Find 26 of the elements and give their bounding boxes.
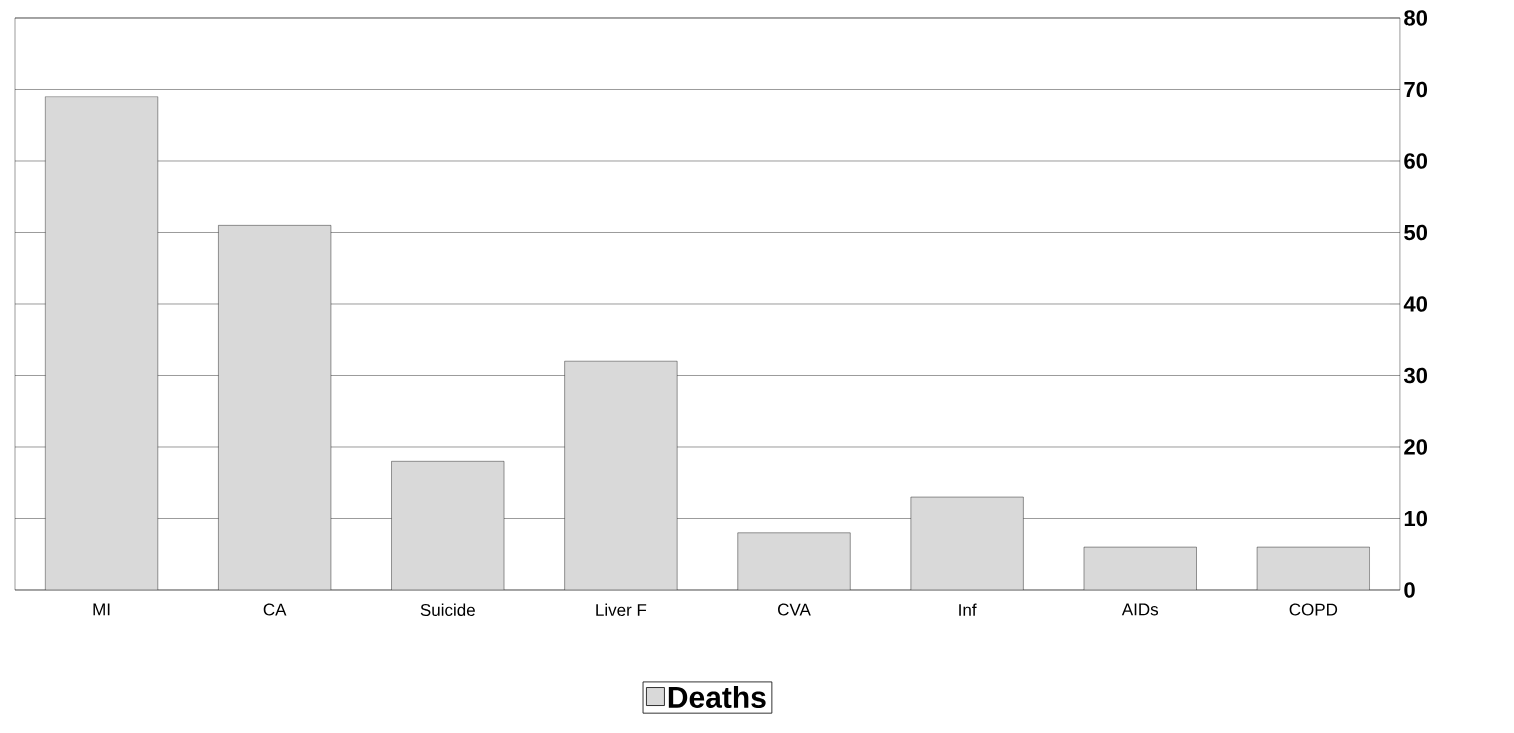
x-tick-label: CA (263, 603, 287, 616)
y-tick-label: 40 (1403, 296, 1428, 312)
bar (564, 361, 678, 590)
x-tick-label: Inf (959, 603, 977, 616)
x-tick-label: AIDs (1121, 603, 1159, 616)
bar (218, 225, 332, 590)
y-tick-label: 0 (1404, 582, 1415, 598)
y-tick-label: 80 (1404, 10, 1428, 26)
x-tick-label: Liver F (596, 603, 647, 617)
bar (910, 496, 1024, 590)
bar (45, 96, 159, 590)
bar (1083, 546, 1197, 590)
x-tick-label: MI (93, 603, 110, 616)
y-tick-label: 50 (1404, 224, 1428, 241)
y-tick-label: 70 (1404, 81, 1428, 98)
x-tick-label: COPD (1289, 603, 1338, 616)
x-tick-label: CVA (778, 603, 811, 616)
bar (737, 532, 851, 590)
y-tick-label: 30 (1403, 367, 1428, 384)
y-tick-label: 20 (1404, 439, 1428, 455)
bar (391, 461, 505, 590)
y-tick-label: 10 (1404, 510, 1428, 527)
legend-label: Deaths (668, 685, 766, 708)
bar (1256, 546, 1370, 590)
y-tick-label: 60 (1404, 153, 1428, 169)
x-tick-label: Suicide (420, 603, 475, 617)
